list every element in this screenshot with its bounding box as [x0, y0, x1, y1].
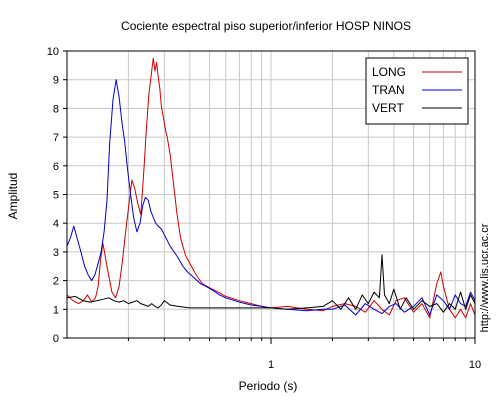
x-tick-label: 1 — [268, 359, 274, 371]
plot-lines — [66, 57, 476, 319]
y-tick-label: 10 — [47, 46, 59, 58]
y-tick-label: 4 — [53, 218, 59, 230]
grid — [67, 51, 475, 338]
y-axis-label: Amplitud — [6, 173, 20, 220]
chart-title: Cociente espectral piso superior/inferio… — [121, 19, 411, 33]
x-tick-label: 10 — [469, 359, 481, 371]
source-url-label: http://www.lis.ucr.ac.cr — [479, 223, 491, 332]
legend-box — [365, 57, 469, 125]
x-axis-ticks: 1 10 — [127, 338, 481, 371]
y-tick-label: 7 — [53, 132, 59, 144]
series-line-tran — [66, 79, 476, 316]
y-tick-label: 6 — [53, 161, 59, 173]
legend: LONG TRAN VERT — [365, 57, 469, 125]
y-tick-label: 2 — [53, 276, 59, 288]
series-line-long — [66, 57, 476, 319]
y-tick-label: 3 — [53, 247, 59, 259]
y-tick-label: 8 — [53, 103, 59, 115]
y-tick-label: 1 — [53, 304, 59, 316]
legend-label-vert: VERT — [372, 101, 404, 115]
y-tick-label: 9 — [53, 75, 59, 87]
y-axis-ticks: 0 1 2 3 4 5 6 7 8 9 10 — [47, 46, 67, 345]
legend-label-long: LONG — [372, 65, 406, 79]
x-axis-label: Periodo (s) — [239, 379, 298, 393]
y-tick-label: 0 — [53, 333, 59, 345]
legend-entries: LONG TRAN VERT — [372, 65, 462, 115]
legend-label-tran: TRAN — [372, 83, 405, 97]
y-tick-label: 5 — [53, 190, 59, 202]
series-line-vert — [66, 254, 476, 313]
